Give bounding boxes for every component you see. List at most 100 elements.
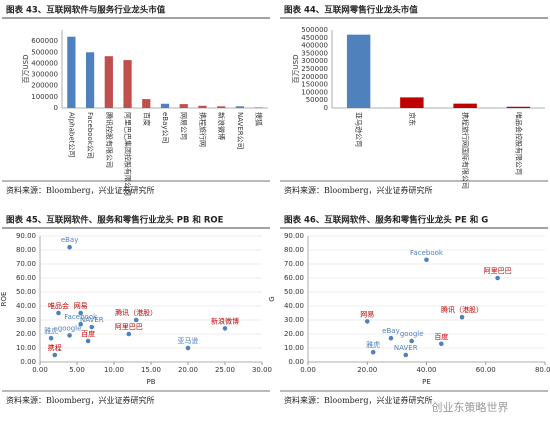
- x-tick-label: 40.00: [416, 366, 436, 374]
- y-tick-label: 60.00: [284, 274, 304, 282]
- bar: [346, 34, 371, 108]
- bar: [123, 60, 132, 108]
- x-tick-label: 30.00: [252, 366, 272, 374]
- chart-title: 图表 44、互联网零售行业龙头市值: [284, 5, 418, 16]
- y-tick-label: 0: [324, 104, 328, 112]
- point-label: 阿里巴巴: [115, 322, 143, 331]
- x-tick-label: 5.00: [69, 366, 85, 374]
- x-tick-label: 携程旅行网: [198, 112, 207, 147]
- y-tick-label: 100000: [301, 88, 328, 96]
- y-tick-label: 40.00: [284, 302, 304, 310]
- point-label: 腾讯（港股）: [115, 308, 157, 317]
- point-label: 网易: [360, 310, 374, 318]
- y-tick-label: 90.00: [284, 232, 304, 240]
- source-note: 资料来源：Bloomberg，兴业证券研究所: [284, 185, 432, 195]
- y-tick-label: 200000: [301, 73, 328, 81]
- bar: [198, 105, 207, 108]
- y-tick-label: 80.00: [16, 246, 36, 254]
- y-tick-label: 350000: [301, 49, 328, 57]
- y-tick-label: 90.00: [16, 232, 36, 240]
- point-label: Facebook: [64, 313, 98, 321]
- point: [56, 310, 61, 316]
- point: [403, 352, 409, 358]
- point: [78, 310, 83, 316]
- point: [424, 257, 429, 263]
- point: [364, 319, 370, 324]
- point: [67, 333, 72, 338]
- y-tick-label: 250000: [301, 65, 328, 73]
- y-tick-label: 20.00: [284, 330, 304, 338]
- point-label: 携程: [48, 343, 62, 352]
- y-tick-label: 60.00: [16, 274, 36, 282]
- x-tick-label: 15.00: [141, 366, 161, 374]
- point-label: Facebook: [410, 249, 444, 257]
- x-tick-label: 80.00: [535, 366, 550, 374]
- y-tick-label: 40.00: [16, 302, 36, 310]
- y-tick-label: 50.00: [16, 288, 36, 296]
- point-label: NAVER: [394, 344, 418, 352]
- bar: [104, 56, 113, 108]
- point: [409, 338, 414, 344]
- y-tick-label: 300000: [31, 71, 58, 79]
- y-tick-label: 10.00: [16, 344, 36, 352]
- y-tick-label: 70.00: [284, 260, 304, 268]
- x-tick-label: 0.00: [32, 366, 48, 374]
- chart-title: 图表 43、互联网软件与服务行业龙头市值: [6, 5, 166, 16]
- y-tick-label: 300000: [301, 57, 328, 65]
- bar: [453, 103, 477, 108]
- bar: [142, 99, 151, 108]
- bar: [400, 97, 424, 108]
- point-label: 新浪微博: [211, 316, 239, 325]
- y-tick-label: 80.00: [284, 246, 304, 254]
- point: [459, 314, 465, 320]
- x-tick-label: 携程旅行网国际有限公司: [461, 112, 470, 189]
- y-tick-label: 0.00: [20, 358, 36, 366]
- chart-title: 图表 46、互联网软件、服务和零售行业龙头 PE 和 G: [284, 215, 488, 226]
- point: [126, 331, 132, 337]
- x-tick-label: 阿里巴巴集团控股有限公司: [124, 112, 133, 196]
- watermark: 创业东策略世界: [432, 400, 509, 414]
- point: [439, 341, 444, 347]
- bar: [67, 36, 76, 108]
- y-tick-label: 500000: [31, 48, 58, 56]
- point-label: 百度: [81, 329, 95, 338]
- point: [52, 352, 58, 358]
- bar: [179, 104, 188, 108]
- y-tick-label: 20.00: [16, 330, 36, 338]
- point-label: NAVER: [80, 316, 104, 324]
- y-tick-label: 450000: [301, 34, 328, 42]
- y-axis-label: 百万USD: [292, 55, 300, 84]
- x-axis-label: PE: [422, 378, 431, 386]
- point-label: 亚马逊: [178, 336, 199, 345]
- point: [48, 335, 54, 341]
- point: [495, 275, 500, 281]
- x-tick-label: eBay公司: [161, 112, 169, 144]
- y-tick-label: 100000: [31, 93, 58, 101]
- point-label: eBay: [382, 327, 400, 335]
- x-tick-label: 唯品会控股有限公司: [514, 112, 523, 175]
- x-tick-label: 20.00: [357, 366, 377, 374]
- point: [185, 345, 191, 351]
- y-tick-label: 30.00: [284, 316, 304, 324]
- point-label: google: [400, 330, 424, 338]
- x-tick-label: 百度: [142, 112, 151, 126]
- x-tick-label: 0.00: [300, 366, 316, 374]
- chart-title: 图表 45、互联网软件、服务和零售行业龙头 PB 和 ROE: [6, 215, 224, 226]
- x-tick-label: 10.00: [104, 366, 124, 374]
- point: [388, 335, 394, 341]
- x-tick-label: Alphabet公司: [67, 112, 75, 157]
- x-tick-label: 搜狐: [255, 112, 264, 126]
- x-tick-label: 京东: [408, 112, 417, 126]
- source-note: 资料来源：Bloomberg，兴业证券研究所: [6, 185, 154, 195]
- x-tick-label: 新浪微博: [217, 112, 226, 140]
- x-tick-label: NAVER公司: [236, 112, 244, 150]
- point-label: 网易: [74, 302, 88, 310]
- x-tick-label: 25.00: [215, 366, 235, 374]
- y-tick-label: 70.00: [16, 260, 36, 268]
- bar: [235, 106, 245, 108]
- x-tick-label: 60.00: [476, 366, 496, 374]
- bar: [85, 52, 95, 108]
- y-tick-label: 500000: [301, 26, 328, 34]
- x-tick-label: 亚马逊公司: [355, 112, 364, 147]
